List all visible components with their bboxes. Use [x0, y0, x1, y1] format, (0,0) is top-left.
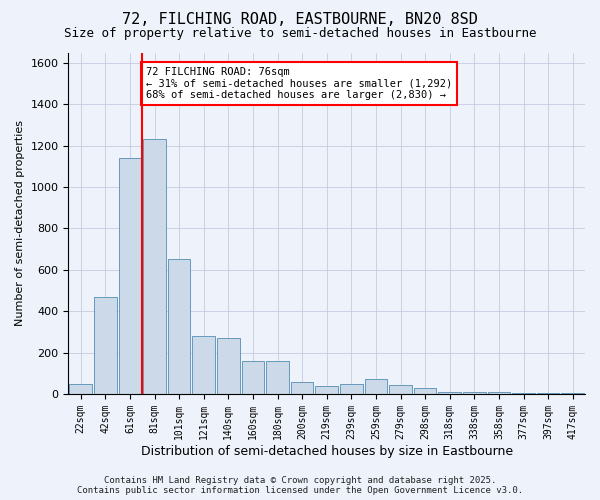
Bar — [70, 384, 92, 394]
Bar — [414, 388, 436, 394]
Bar — [291, 382, 313, 394]
Bar — [94, 296, 116, 394]
Bar — [463, 392, 485, 394]
Bar — [365, 380, 387, 394]
Bar — [143, 140, 166, 394]
Bar — [266, 361, 289, 394]
Bar — [119, 158, 141, 394]
Bar — [512, 393, 535, 394]
Text: Size of property relative to semi-detached houses in Eastbourne: Size of property relative to semi-detach… — [64, 28, 536, 40]
Bar — [316, 386, 338, 394]
Bar — [168, 260, 190, 394]
Bar — [537, 393, 559, 394]
Bar — [562, 393, 584, 394]
Bar — [242, 361, 264, 394]
Bar — [488, 392, 510, 394]
Text: 72, FILCHING ROAD, EASTBOURNE, BN20 8SD: 72, FILCHING ROAD, EASTBOURNE, BN20 8SD — [122, 12, 478, 28]
X-axis label: Distribution of semi-detached houses by size in Eastbourne: Distribution of semi-detached houses by … — [140, 444, 513, 458]
Bar — [439, 392, 461, 394]
Bar — [193, 336, 215, 394]
Bar — [389, 384, 412, 394]
Y-axis label: Number of semi-detached properties: Number of semi-detached properties — [15, 120, 25, 326]
Text: 72 FILCHING ROAD: 76sqm
← 31% of semi-detached houses are smaller (1,292)
68% of: 72 FILCHING ROAD: 76sqm ← 31% of semi-de… — [146, 67, 452, 100]
Text: Contains HM Land Registry data © Crown copyright and database right 2025.
Contai: Contains HM Land Registry data © Crown c… — [77, 476, 523, 495]
Bar — [340, 384, 362, 394]
Bar — [217, 338, 239, 394]
